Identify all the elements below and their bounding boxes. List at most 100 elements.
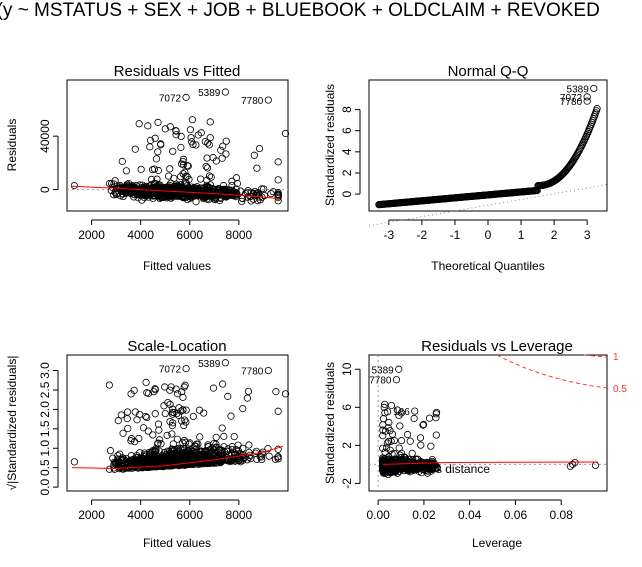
y-tick-label: 6: [340, 404, 354, 411]
data-point: [122, 167, 130, 175]
data-point: [269, 188, 277, 196]
data-point: [209, 384, 218, 392]
outlier-point: [392, 376, 401, 384]
data-point: [186, 126, 194, 134]
data-point: [166, 165, 174, 173]
data-point: [281, 390, 290, 398]
data-point: [396, 422, 404, 430]
data-point: [217, 146, 225, 154]
data-point: [200, 191, 208, 199]
data-point: [211, 195, 219, 204]
outlier-point: [264, 96, 272, 104]
data-point: [150, 388, 158, 396]
y-tick-label: 1.5: [38, 420, 52, 437]
x-tick-label: 0.04: [458, 508, 482, 522]
data-point: [182, 172, 190, 180]
data-point: [218, 154, 226, 162]
data-point: [177, 407, 185, 415]
x-tick-label: 3: [584, 228, 591, 242]
data-point: [272, 388, 280, 396]
data-point: [383, 439, 391, 447]
data-point: [212, 440, 220, 448]
data-point: [135, 120, 143, 128]
data-point: [387, 437, 395, 445]
data-point: [119, 429, 127, 437]
data-point: [393, 458, 401, 466]
data-point: [143, 413, 151, 422]
data-point: [166, 400, 174, 409]
data-point: [179, 161, 188, 169]
data-point: [117, 457, 125, 465]
data-point: [179, 393, 187, 401]
data-point: [198, 450, 206, 458]
outlier-point: [182, 93, 190, 101]
y-tick-label: 0.0: [38, 478, 52, 495]
cooks-contour-label: 0.5: [613, 384, 627, 395]
data-point: [182, 453, 190, 461]
data-point: [271, 455, 280, 463]
data-point: [151, 458, 159, 466]
data-point: [203, 154, 211, 162]
data-point: [173, 390, 182, 398]
outlier-label: 5389: [198, 359, 221, 370]
y-tick-label: 4: [340, 148, 354, 155]
data-point: [566, 462, 574, 470]
data-point: [155, 447, 163, 455]
data-point: [180, 190, 189, 198]
data-point: [175, 186, 183, 194]
data-point: [179, 439, 187, 447]
x-tick-label: 0.06: [504, 508, 528, 522]
outlier-label: 7072: [159, 365, 182, 376]
data-point: [397, 449, 406, 457]
data-point: [130, 386, 138, 394]
data-point: [123, 415, 131, 423]
data-point: [105, 381, 113, 389]
data-point: [385, 418, 393, 427]
data-point: [114, 417, 122, 425]
data-point: [417, 469, 426, 477]
data-point: [173, 435, 181, 443]
panel-normal-qq: Normal Q-Q Theoretical Quantiles Standar…: [323, 63, 608, 273]
data-point: [384, 424, 392, 432]
data-point: [383, 408, 392, 416]
data-point: [220, 432, 228, 440]
smoother-line: [71, 185, 281, 200]
data-point: [379, 431, 387, 440]
data-point: [258, 185, 266, 193]
data-point: [154, 148, 162, 156]
data-point: [184, 162, 192, 170]
data-point: [239, 404, 247, 413]
data-point: [187, 134, 195, 142]
data-point: [123, 408, 132, 416]
data-point: [203, 183, 211, 192]
panel-title: Residuals vs Leverage: [421, 338, 573, 355]
data-point: [113, 462, 121, 470]
outlier-label: 5389: [567, 84, 590, 95]
data-point: [168, 405, 177, 413]
data-point: [425, 414, 434, 422]
outlier-point: [411, 407, 419, 415]
outlier-label: 5389: [372, 365, 395, 376]
data-point: [182, 406, 190, 414]
data-point: [417, 441, 425, 449]
y-tick-label: 2: [340, 169, 354, 176]
data-point: [245, 448, 253, 457]
data-point: [252, 447, 261, 455]
data-point: [379, 444, 387, 452]
outlier-label: 7072: [560, 93, 583, 104]
x-tick-label: 2000: [78, 228, 105, 242]
data-point: [107, 186, 115, 195]
data-point: [235, 457, 243, 465]
data-point: [388, 430, 397, 438]
y-axis-label: Standardized residuals: [323, 84, 337, 206]
data-point: [159, 462, 167, 471]
data-point: [135, 434, 143, 443]
data-point: [122, 183, 130, 191]
data-point: [148, 166, 157, 174]
x-tick-label: 4000: [127, 228, 154, 242]
data-point: [70, 182, 78, 190]
data-point: [132, 461, 140, 470]
data-point: [232, 446, 240, 454]
data-point: [409, 458, 417, 466]
data-point: [186, 439, 194, 447]
